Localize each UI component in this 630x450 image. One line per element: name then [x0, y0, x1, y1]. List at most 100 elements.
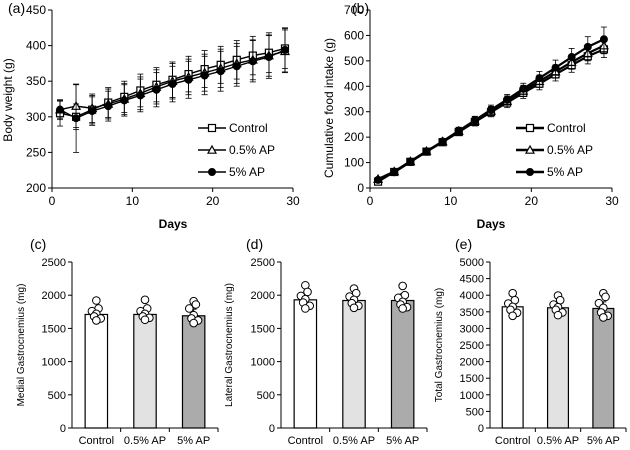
legend-label: Control	[547, 121, 586, 135]
y-tick-label: 500	[48, 390, 66, 402]
y-tick-label: 5000	[460, 257, 484, 269]
legend-marker	[208, 168, 216, 176]
y-tick-label: 350	[26, 74, 46, 88]
data-point	[200, 71, 209, 80]
data-point	[398, 281, 407, 291]
y-tick-label: 400	[344, 79, 364, 93]
y-tick-label: 500	[344, 54, 364, 68]
y-axis-label: Medial Gastrocnemius (mg)	[16, 284, 27, 407]
panel-label: (b)	[352, 0, 369, 16]
legend-label: 5% AP	[547, 165, 583, 179]
legend-label: 0.5% AP	[547, 143, 593, 157]
y-tick-label: 2000	[460, 357, 484, 369]
data-point	[152, 85, 161, 94]
panel-label: (e)	[455, 236, 472, 252]
panel-a: (a) Body weight (g) Days 200250300350400…	[1, 0, 300, 231]
y-tick-label: 250	[26, 145, 46, 159]
data-point	[599, 313, 608, 322]
y-tick-label: 200	[26, 181, 46, 195]
data-point	[88, 107, 97, 116]
y-tick-label: 4500	[460, 274, 484, 286]
data-point	[398, 304, 407, 313]
plot-area: 0 500 1000 1500 2000 2500 3000 3500 4000 4500 5000…	[460, 257, 627, 447]
bar	[592, 307, 615, 429]
data-point	[390, 168, 399, 177]
series-circle	[56, 27, 289, 153]
y-tick-label: 2500	[251, 257, 275, 269]
data-point	[553, 310, 563, 320]
data-point	[487, 105, 495, 114]
data-point	[601, 292, 610, 302]
data-point	[535, 74, 544, 83]
y-tick-label: 1500	[460, 373, 484, 385]
plot-area: 200 250 300 350 400 450 0 10 20 30 Control 0.5% AP 5…	[26, 3, 300, 208]
y-tick-label: 1000	[42, 357, 66, 369]
y-tick-label: 1000	[460, 390, 484, 402]
category-label: 0.5% AP	[333, 435, 375, 447]
series-circle	[374, 26, 608, 184]
category-label: 0.5% AP	[537, 435, 579, 447]
bar	[293, 299, 318, 429]
panel-c: (c) Medial Gastrocnemius (mg) 0 500 1000 15…	[16, 236, 219, 447]
panel-label: (a)	[8, 0, 25, 16]
data-point	[508, 311, 517, 321]
y-tick-label: 100	[344, 156, 364, 170]
plot-area: 0 100 200 300 400 500 600 700 0 10 20 30 Control 0.5%…	[344, 3, 619, 208]
y-tick-label: 3000	[460, 323, 484, 335]
panel-b: (b) Cumulative food intake (g) Days 0100…	[322, 0, 619, 231]
legend-marker	[207, 123, 217, 133]
category-label: 5% AP	[386, 435, 419, 447]
x-tick-label: 10	[444, 194, 458, 208]
y-tick-label: 1000	[251, 357, 275, 369]
y-tick-label: 2000	[251, 290, 275, 302]
bar	[546, 307, 570, 429]
data-point	[168, 80, 177, 89]
data-point	[438, 137, 447, 146]
y-tick-label: 450	[26, 3, 46, 17]
data-point	[422, 147, 431, 156]
bar	[84, 313, 109, 429]
y-axis-label: Body weight (g)	[1, 58, 15, 141]
plot-area: 0 500 1000 1500 2000 2500 Control 0.5% AP 5% AP	[251, 257, 428, 447]
category-label: Control	[495, 435, 530, 447]
legend-marker	[206, 144, 218, 154]
y-tick-label: 700	[344, 3, 364, 17]
category-label: 5% AP	[177, 435, 210, 447]
data-point	[264, 52, 273, 61]
x-tick-label: 10	[126, 194, 140, 208]
data-point	[374, 175, 383, 184]
y-tick-label: 2500	[460, 340, 484, 352]
data-point	[519, 84, 528, 93]
data-point	[503, 95, 512, 104]
data-point	[216, 67, 225, 76]
data-point	[454, 126, 463, 135]
bar	[181, 315, 206, 429]
x-axis-label: Days	[159, 217, 188, 231]
bar	[501, 306, 524, 429]
x-tick-label: 30	[286, 194, 300, 208]
x-tick-label: 20	[525, 194, 539, 208]
y-tick-label: 400	[26, 39, 46, 53]
y-tick-label: 0	[269, 423, 275, 435]
legend: Control 0.5% AP 5% AP	[516, 121, 593, 179]
data-point	[508, 288, 517, 298]
y-tick-label: 200	[344, 130, 364, 144]
legend-marker	[525, 123, 535, 133]
data-point	[232, 62, 241, 71]
data-point	[551, 63, 560, 72]
category-label: Control	[79, 435, 114, 447]
x-tick-label: 0	[367, 194, 374, 208]
y-tick-label: 500	[466, 406, 484, 418]
legend: Control 0.5% AP 5% AP	[198, 121, 275, 179]
data-point	[567, 53, 576, 62]
data-point	[92, 316, 101, 325]
bar	[342, 299, 366, 429]
legend-marker	[524, 144, 536, 154]
y-axis-label: Lateral Gastrocnemius (mg)	[224, 283, 235, 407]
legend-label: 5% AP	[229, 165, 265, 179]
y-tick-label: 3500	[460, 307, 484, 319]
data-point	[470, 116, 479, 125]
data-point	[184, 75, 193, 84]
data-point	[280, 45, 289, 54]
